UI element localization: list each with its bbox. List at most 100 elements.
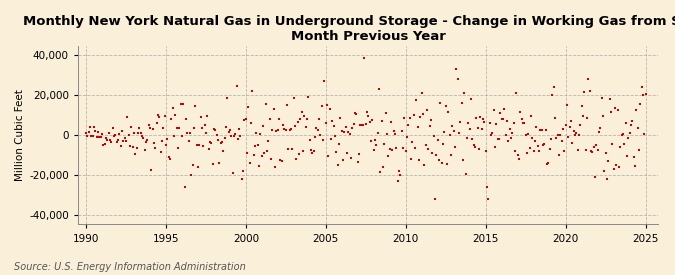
Point	[515, 110, 526, 114]
Point	[379, 142, 389, 147]
Point	[205, 139, 215, 144]
Point	[196, 126, 207, 131]
Point	[391, 146, 402, 150]
Point	[599, 169, 610, 173]
Point	[522, 151, 533, 155]
Point	[375, 170, 386, 174]
Point	[294, 152, 304, 156]
Point	[263, 139, 274, 144]
Point	[443, 110, 454, 114]
Point	[91, 135, 102, 139]
Point	[176, 134, 187, 138]
Point	[117, 129, 128, 133]
Point	[155, 150, 166, 154]
Point	[122, 114, 133, 119]
Point	[483, 196, 493, 201]
Point	[640, 92, 651, 96]
Point	[616, 133, 627, 137]
Point	[554, 153, 564, 157]
Point	[532, 144, 543, 148]
Point	[539, 142, 549, 147]
Point	[225, 134, 236, 139]
Point	[601, 177, 612, 181]
Point	[559, 149, 570, 154]
Point	[520, 133, 531, 138]
Point	[626, 123, 637, 127]
Point	[526, 113, 537, 118]
Point	[429, 197, 440, 202]
Point	[329, 134, 340, 139]
Point	[540, 128, 551, 133]
Point	[551, 136, 562, 141]
Point	[252, 143, 263, 147]
Point	[246, 121, 256, 126]
Point	[106, 140, 117, 144]
Point	[265, 117, 275, 121]
Point	[267, 128, 278, 133]
Point	[322, 103, 333, 108]
Point	[536, 128, 547, 132]
Point	[202, 114, 213, 118]
Point	[547, 93, 558, 97]
Point	[564, 125, 575, 129]
Point	[364, 120, 375, 124]
Point	[481, 185, 492, 189]
Point	[302, 117, 313, 121]
Point	[82, 133, 92, 138]
Point	[492, 137, 503, 141]
Point	[608, 167, 619, 171]
Point	[225, 128, 236, 132]
Point	[307, 150, 318, 155]
Point	[458, 157, 468, 162]
Point	[286, 127, 296, 131]
Point	[86, 134, 97, 138]
Point	[210, 128, 221, 132]
Point	[524, 146, 535, 151]
Point	[512, 153, 523, 157]
Point	[166, 117, 177, 121]
Point	[395, 173, 406, 177]
Point	[83, 130, 94, 134]
Point	[121, 139, 132, 143]
Point	[206, 141, 217, 145]
Point	[478, 117, 489, 121]
Point	[446, 152, 456, 157]
Point	[495, 111, 506, 116]
Point	[351, 112, 362, 116]
Point	[192, 165, 203, 169]
Point	[394, 169, 404, 173]
Point	[441, 161, 452, 166]
Point	[560, 122, 571, 127]
Point	[374, 87, 385, 91]
Point	[102, 138, 113, 142]
Point	[288, 96, 299, 100]
Point	[571, 131, 582, 135]
Point	[464, 127, 475, 132]
Point	[381, 131, 392, 136]
Point	[287, 147, 298, 152]
Point	[266, 157, 277, 162]
Point	[531, 125, 542, 129]
Point	[587, 150, 597, 154]
Point	[480, 149, 491, 154]
Point	[592, 148, 603, 152]
Point	[468, 143, 479, 147]
Point	[335, 116, 346, 120]
Point	[514, 157, 524, 161]
Point	[144, 126, 155, 130]
Point	[627, 119, 638, 123]
Point	[466, 97, 477, 101]
Point	[459, 90, 470, 95]
Point	[200, 131, 211, 135]
Point	[346, 156, 356, 160]
Point	[142, 138, 153, 142]
Point	[474, 147, 485, 151]
Point	[261, 102, 271, 106]
Point	[291, 156, 302, 161]
Point	[84, 125, 95, 130]
Point	[292, 120, 303, 124]
Point	[178, 102, 188, 106]
Point	[506, 135, 516, 140]
Point	[497, 117, 508, 121]
Point	[95, 135, 106, 139]
